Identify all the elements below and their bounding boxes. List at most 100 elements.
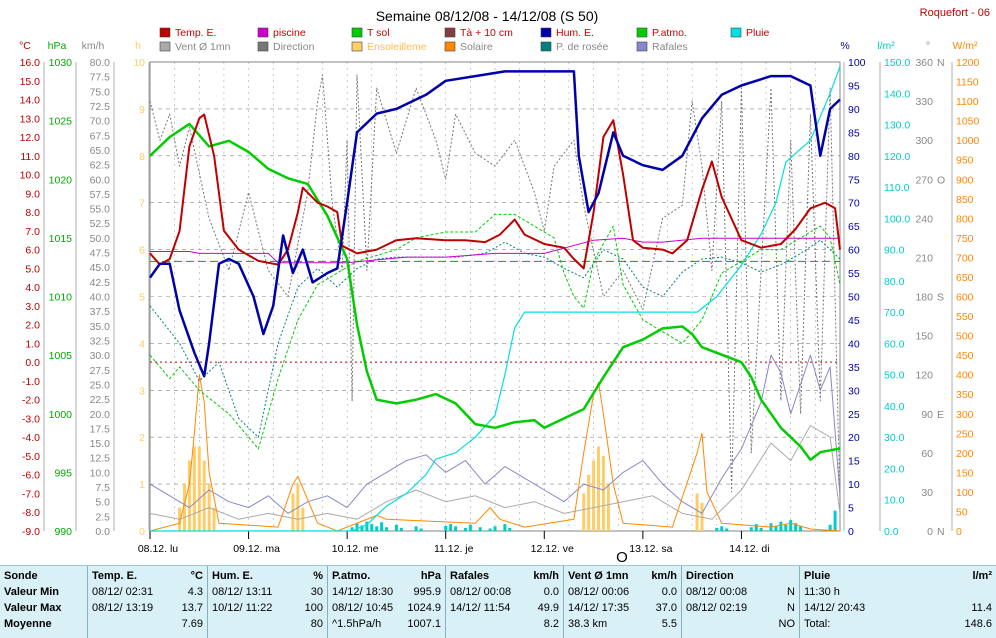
rain-tick-label: 90.0 [884,245,905,257]
sunshine-bar [601,455,605,531]
wind-tick-label: 15.0 [90,438,111,450]
value-timestamp [686,616,779,632]
temp-tick-label: 8.0 [25,207,40,219]
solar-axis-unit: W/m² [952,40,978,52]
rain-bar [720,526,724,531]
legend-swatch [540,41,552,52]
direction-tick-label: 360 [915,57,933,69]
rain-bar [754,524,758,531]
sunshine-bar [695,493,699,531]
direction-tick-label: 330 [915,96,933,108]
row-label: Valeur Max [4,602,62,614]
summary-header: Pluie l/m² [804,568,992,584]
summary-column: Temp. E. °C 08/12/ 02:31 4.3 08/12/ 13:19 13.… [88,566,208,638]
x-tick-label: 14.12. di [729,543,769,555]
temp-tick-label: 9.0 [25,188,40,200]
summary-value-row: 08/12/ 13:11 30 [212,584,323,600]
rain-bar [463,527,467,531]
summary-row-label: Valeur Max [4,600,83,616]
temp-tick-label: -5.0 [22,451,40,463]
rain-tick-label: 0.0 [884,526,899,538]
sun-tick-label: 1 [139,479,145,491]
rain-bar [503,524,507,531]
column-unit: km/h [533,570,559,582]
legend-label: Ensoleilleme [367,41,427,53]
value-number: 7.69 [181,618,203,630]
value-timestamp: 08/12/ 02:31 [92,586,154,598]
value-number: N [787,602,795,614]
summary-labels-column: Sonde Valeur Min Valeur Max Moyenne [0,566,88,638]
value-timestamp: 08/12/ 00:06 [568,586,630,598]
solar-tick-label: 900 [956,174,974,186]
rain-tick-label: 150.0 [884,57,910,69]
wind-tick-label: 0.0 [95,526,110,538]
temp-tick-label: 3.0 [25,301,40,313]
value-timestamp: 38.3 km [568,618,608,630]
wind-tick-label: 30.0 [90,350,111,362]
rain-bar [380,522,384,531]
solar-tick-label: 550 [956,311,974,323]
series-line-rafales [149,354,841,514]
solar-tick-label: 1100 [956,96,979,108]
column-unit [781,568,795,584]
temp-tick-label: -7.0 [22,488,40,500]
humidity-tick-label: 75 [848,174,860,186]
wind-tick-label: 45.0 [90,262,111,274]
value-timestamp: ^1.5hPa/h [332,618,382,630]
rain-tick-label: 60.0 [884,338,905,350]
value-number: 13.7 [181,602,203,614]
wind-tick-label: 2.5 [95,511,110,523]
rain-bar [715,527,719,531]
direction-tick-label: 120 [915,370,933,382]
wind-tick-label: 25.0 [90,379,111,391]
rain-tick-label: 140.0 [884,88,910,100]
rain-bar [414,526,418,531]
temp-tick-label: -1.0 [22,376,40,388]
wind-axis-unit: km/h [82,40,105,52]
sunshine-bar [183,484,186,531]
value-number: 0.0 [661,586,677,598]
wind-tick-label: 37.5 [90,306,111,318]
solar-tick-label: 750 [956,233,974,245]
solar-tick-label: 800 [956,213,974,225]
wind-tick-label: 5.0 [95,497,110,509]
value-number: 11.4 [971,602,992,614]
humidity-tick-label: 35 [848,362,860,374]
direction-compass-label: S [937,292,944,304]
temp-tick-label: 12.0 [20,132,41,144]
rain-bar [419,528,423,531]
direction-compass-label: N [937,57,945,69]
summary-value-row: 14/12/ 20:43 11.4 [804,600,992,616]
series-line-p-de-ros-e [149,239,841,438]
legend-label: piscine [273,27,306,39]
pressure-axis-unit: hPa [48,40,67,52]
temp-tick-label: 10.0 [20,170,41,182]
series-line-p-atmo- [149,213,841,450]
humidity-tick-label: 10 [848,479,860,491]
direction-tick-label: 150 [915,331,933,343]
direction-tick-label: 30 [921,487,933,499]
temp-tick-label: 2.0 [25,320,40,332]
solar-tick-label: 150 [956,467,974,479]
summary-value-row: ^1.5hPa/h 1007.1 [332,616,441,632]
summary-row-label: Moyenne [4,616,83,632]
temp-tick-label: -2.0 [22,395,40,407]
wind-tick-label: 22.5 [90,394,111,406]
temp-tick-label: 14.0 [20,95,41,107]
pressure-tick-label: 990 [54,526,72,538]
solar-tick-label: 450 [956,350,974,362]
rain-bar [394,524,398,531]
rain-bar [774,525,778,531]
rain-tick-label: 70.0 [884,307,905,319]
legend-label: P. de rosée [556,41,609,53]
direction-compass-label: N [937,526,945,538]
wind-tick-label: 40.0 [90,292,111,304]
rain-bar [488,528,492,531]
chart-title: Semaine 08/12/08 - 14/12/08 (S 50) [376,8,599,24]
rain-tick-label: 100.0 [884,213,910,225]
legend-label: Vent Ø 1mn [175,41,231,53]
pressure-tick-label: 1000 [49,409,73,421]
legend-label: Rafales [652,41,688,53]
rain-bar [794,523,798,531]
value-number: 30 [310,586,323,598]
